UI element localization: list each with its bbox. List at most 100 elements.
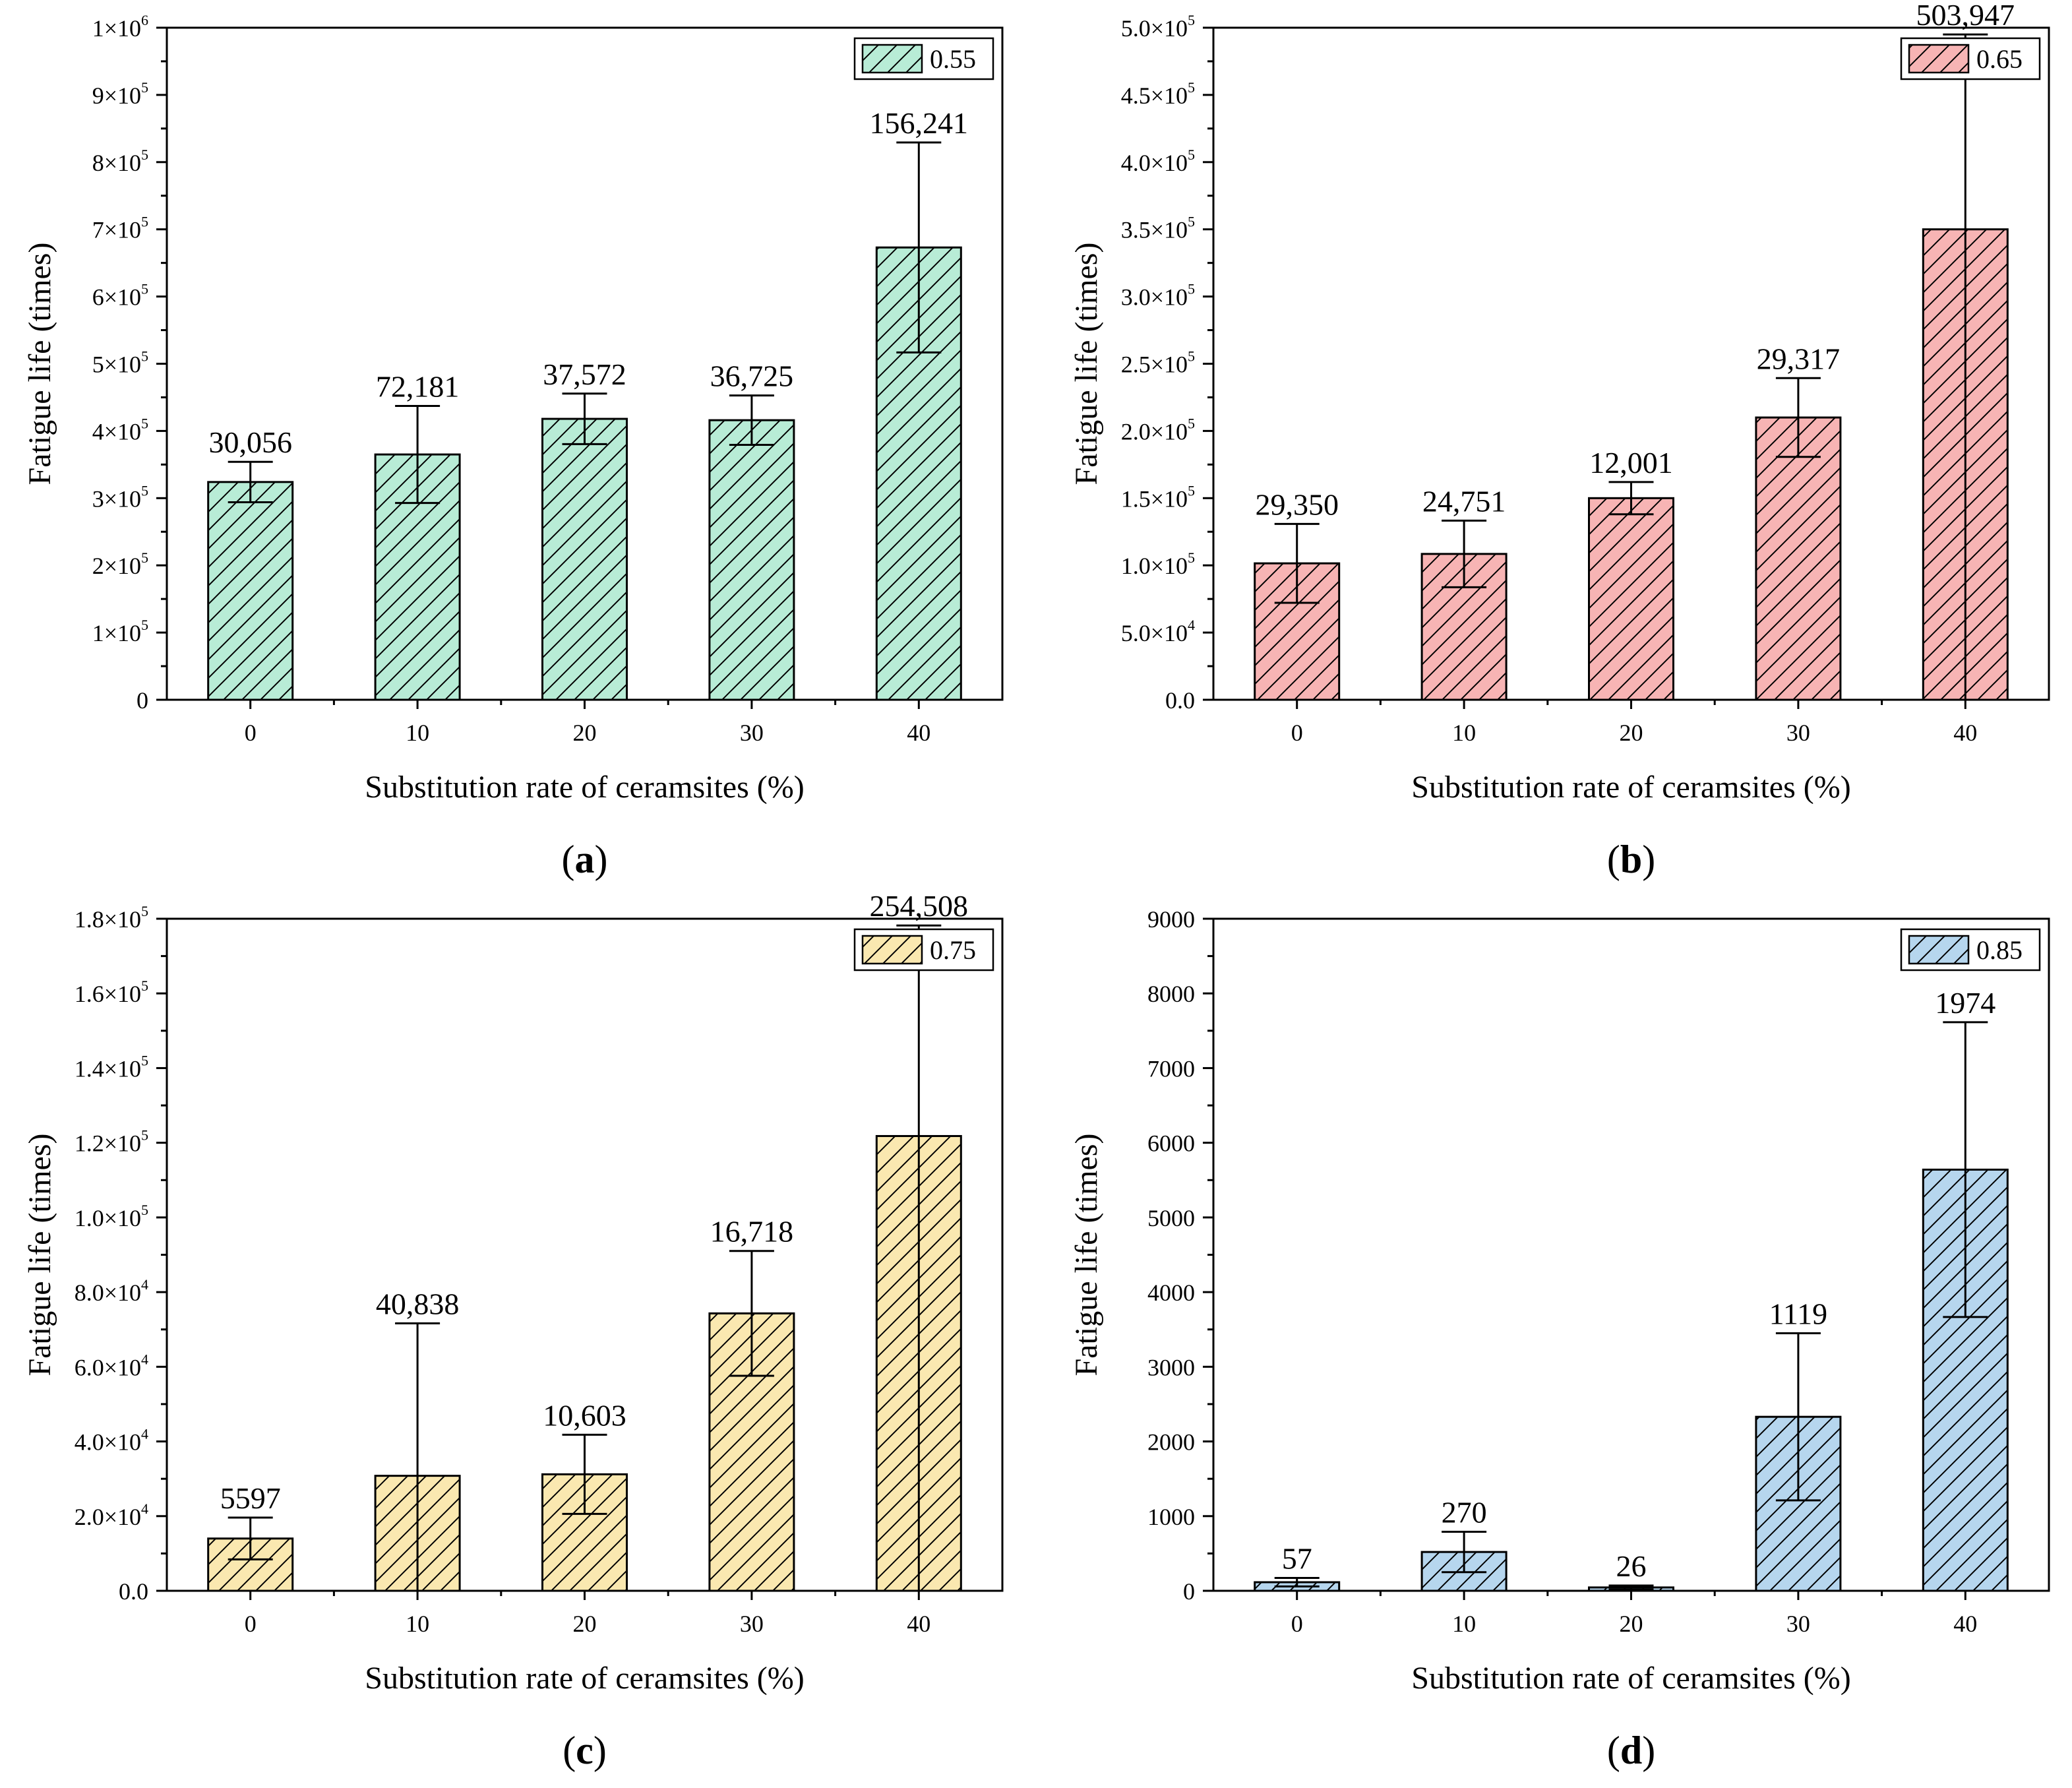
- x-tick-label: 20: [1620, 720, 1643, 746]
- legend: 0.75: [853, 928, 994, 971]
- y-tick-label: 5.0×105: [1121, 12, 1195, 42]
- y-tick-label: 1.2×105: [75, 1127, 148, 1157]
- y-tick-label: 1.4×105: [75, 1052, 148, 1082]
- x-tick-label: 20: [573, 1611, 597, 1637]
- y-tick-label: 4000: [1147, 1279, 1195, 1306]
- error-value-label: 1974: [1935, 986, 1996, 1020]
- x-tick-label: 10: [406, 1611, 429, 1637]
- y-tick-label: 4.0×104: [75, 1426, 148, 1456]
- y-tick-label: 2.0×105: [1121, 415, 1195, 445]
- y-tick-label: 6.0×104: [75, 1351, 148, 1380]
- y-tick-label: 4.0×105: [1121, 146, 1195, 176]
- x-tick-label: 40: [1953, 1611, 1977, 1637]
- y-tick-label: 1.0×105: [1121, 549, 1195, 579]
- y-tick-label: 7000: [1147, 1055, 1195, 1082]
- x-tick-label: 30: [740, 1611, 764, 1637]
- x-tick-label: 20: [573, 720, 597, 746]
- x-tick-label: 10: [1452, 720, 1476, 746]
- y-tick-label: 2×105: [92, 549, 148, 579]
- y-tick-label: 4×105: [92, 415, 148, 445]
- y-axis-title: Fatigue life (times): [22, 243, 57, 485]
- error-value-label: 36,725: [710, 359, 794, 393]
- y-axis-title: Fatigue life (times): [1069, 243, 1104, 485]
- x-tick-label: 0: [245, 1611, 257, 1637]
- legend-swatch: [1908, 44, 1970, 74]
- x-tick-label: 0: [1291, 720, 1303, 746]
- y-tick-label: 9000: [1147, 906, 1195, 933]
- y-tick-label: 3.0×105: [1121, 281, 1195, 311]
- y-axis-title: Fatigue life (times): [1069, 1134, 1104, 1376]
- y-tick-label: 1000: [1147, 1504, 1195, 1530]
- legend-label: 0.55: [930, 44, 976, 74]
- y-tick-label: 9×105: [92, 79, 148, 109]
- y-tick-label: 3×105: [92, 482, 148, 512]
- y-tick-label: 3.5×105: [1121, 214, 1195, 243]
- bar: [207, 1537, 294, 1592]
- error-value-label: 270: [1442, 1496, 1487, 1529]
- y-tick-label: 5000: [1147, 1205, 1195, 1231]
- error-value-label: 57: [1282, 1542, 1312, 1576]
- legend-swatch: [861, 935, 923, 965]
- legend: 0.55: [853, 37, 994, 80]
- y-tick-label: 2.5×105: [1121, 348, 1195, 378]
- y-tick-label: 8×105: [92, 146, 148, 176]
- y-tick-label: 4.5×105: [1121, 79, 1195, 109]
- x-tick-label: 30: [740, 720, 764, 746]
- legend: 0.65: [1900, 37, 2041, 80]
- y-tick-label: 1.5×105: [1121, 482, 1195, 512]
- error-value-label: 12,001: [1589, 446, 1673, 479]
- panel-caption: (b): [1607, 838, 1655, 881]
- x-tick-label: 10: [1452, 1611, 1476, 1637]
- y-tick-label: 2.0×104: [75, 1500, 148, 1530]
- y-tick-label: 1.6×105: [75, 977, 148, 1007]
- y-tick-label: 1.8×105: [75, 903, 148, 933]
- y-tick-label: 1.0×105: [75, 1202, 148, 1231]
- bar: [541, 417, 628, 701]
- error-value-label: 29,317: [1757, 342, 1841, 375]
- x-axis-title: Substitution rate of ceramsites (%): [365, 770, 805, 805]
- error-value-label: 10,603: [543, 1398, 626, 1432]
- y-axis-title: Fatigue life (times): [22, 1134, 57, 1376]
- y-tick-label: 5.0×104: [1121, 617, 1195, 646]
- y-tick-label: 6000: [1147, 1130, 1195, 1157]
- x-tick-label: 40: [1953, 720, 1977, 746]
- error-value-label: 5597: [220, 1481, 281, 1515]
- chart-panel: 0.0 2.0×104 4.0×104 6.0×104 8.0×104 1.0×105 1.…: [22, 889, 1004, 1772]
- error-value-label: 37,572: [543, 357, 626, 391]
- x-tick-label: 40: [907, 720, 930, 746]
- y-tick-label: 1×106: [92, 12, 148, 42]
- x-tick-label: 0: [1291, 1611, 1303, 1637]
- y-tick-label: 1×105: [92, 617, 148, 646]
- bar: [708, 419, 795, 701]
- legend-label: 0.75: [930, 935, 976, 965]
- y-tick-label: 0.0: [119, 1578, 148, 1605]
- y-tick-label: 5×105: [92, 348, 148, 378]
- legend-label: 0.65: [1976, 44, 2023, 74]
- panel-caption: (d): [1607, 1729, 1655, 1772]
- x-tick-label: 30: [1786, 720, 1810, 746]
- error-value-label: 72,181: [376, 370, 460, 404]
- y-tick-label: 0.0: [1165, 687, 1195, 714]
- x-tick-label: 10: [406, 720, 429, 746]
- y-tick-label: 0: [1183, 1578, 1195, 1605]
- error-value-label: 29,350: [1255, 487, 1339, 521]
- y-tick-label: 2000: [1147, 1429, 1195, 1456]
- x-tick-label: 30: [1786, 1611, 1810, 1637]
- error-value-label: 26: [1616, 1549, 1647, 1583]
- legend-label: 0.85: [1976, 935, 2023, 965]
- bar: [1755, 416, 1842, 701]
- error-value-label: 1119: [1769, 1297, 1828, 1330]
- chart-panel: 0 1000 2000 3000 4000 5000 6000 7000 8000 9000 0 57…: [1069, 906, 2050, 1772]
- y-tick-label: 6×105: [92, 281, 148, 311]
- x-tick-label: 40: [907, 1611, 930, 1637]
- x-tick-label: 0: [245, 720, 257, 746]
- chart-panel: 0 1×105 2×105 3×105 4×105 5×105 6×105 7×105 8×10…: [22, 12, 1004, 881]
- panel-caption: (a): [562, 838, 608, 881]
- x-axis-title: Substitution rate of ceramsites (%): [1411, 770, 1851, 805]
- y-tick-label: 8.0×104: [75, 1276, 148, 1306]
- y-tick-label: 0: [137, 687, 148, 714]
- error-value-label: 30,056: [208, 425, 292, 459]
- x-axis-title: Substitution rate of ceramsites (%): [365, 1661, 805, 1696]
- x-tick-label: 20: [1620, 1611, 1643, 1637]
